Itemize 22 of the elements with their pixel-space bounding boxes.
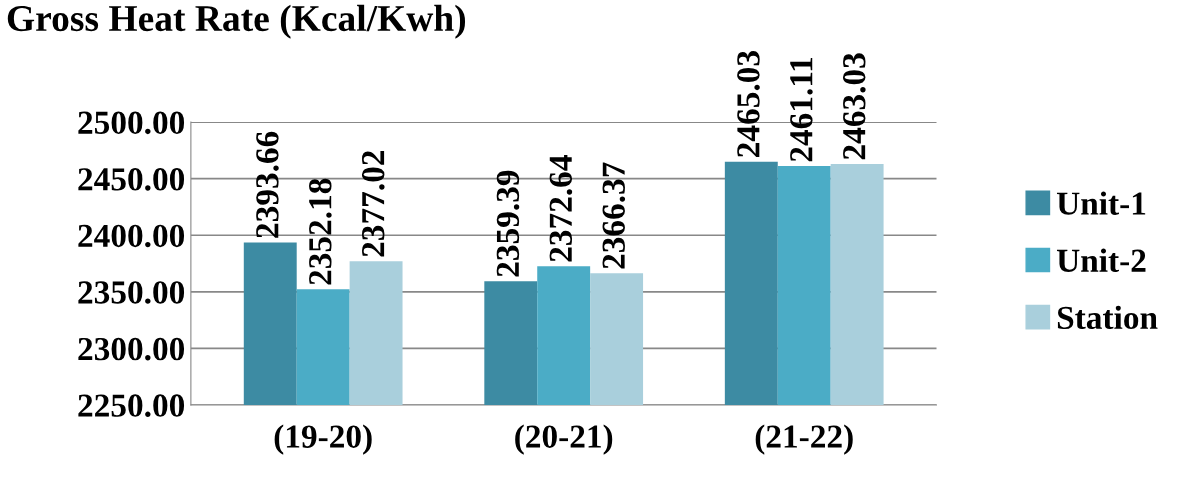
legend-label: Station — [1057, 305, 1158, 330]
y-tick-label: 2250.00 — [78, 394, 185, 418]
data-label: 2377.02 — [361, 150, 385, 257]
data-label: 2359.39 — [496, 170, 520, 277]
y-tick-label: 2300.00 — [78, 337, 185, 361]
x-tick-label: (19-20) — [274, 424, 372, 455]
data-label: 2393.66 — [256, 131, 279, 238]
legend-label: Unit-1 — [1056, 191, 1146, 215]
data-label: 2465.03 — [737, 51, 760, 157]
y-tick-label: 2400.00 — [78, 224, 185, 248]
data-label: 2463.03 — [842, 53, 866, 160]
data-label: 2461.11 — [790, 57, 813, 162]
y-tick-label: 2450.00 — [78, 168, 185, 191]
y-tick-label: 2500.00 — [78, 111, 185, 135]
x-tick-label: (21-22) — [755, 424, 853, 455]
data-label: 2352.18 — [309, 178, 332, 285]
x-tick-label: (20-21) — [515, 424, 613, 455]
legend-label: Unit-2 — [1056, 248, 1146, 272]
y-tick-label: 2350.00 — [78, 281, 185, 304]
data-label: 2372.64 — [549, 155, 573, 262]
chart-title: Gross Heat Rate (Kcal/Kwh) — [7, 4, 466, 39]
data-label: 2366.37 — [602, 162, 626, 269]
